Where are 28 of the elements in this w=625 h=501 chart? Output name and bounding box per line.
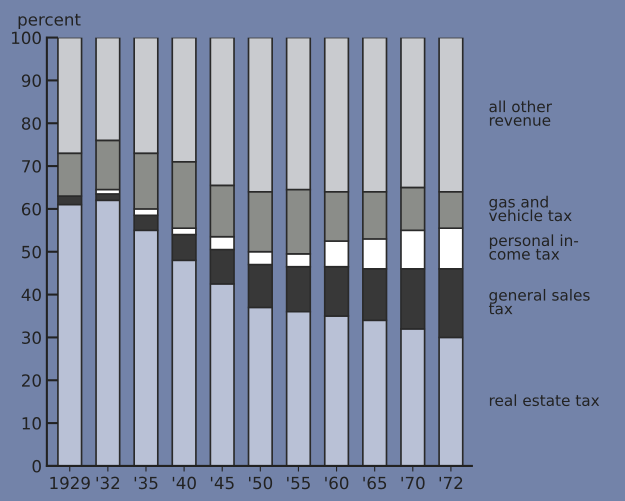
y-tick-label: 40 (22, 288, 41, 302)
y-tick-label: 10 (22, 417, 41, 430)
x-tick-label: '72 (440, 476, 462, 490)
series-label: real estate tax (490, 394, 600, 406)
y-axis-title: percent (18, 14, 81, 30)
y-tick-label: 20 (22, 374, 41, 387)
x-tick-label: '65 (363, 476, 386, 490)
x-tick-label: '60 (325, 476, 348, 490)
x-tick-label: '40 (172, 476, 196, 490)
series-label: all other revenue (489, 100, 552, 126)
y-tick-label: 70 (22, 160, 41, 173)
series-label: personal in- come tax (489, 234, 578, 260)
y-tick-label: 30 (22, 331, 41, 344)
x-tick-label: '45 (210, 476, 234, 490)
series-label: gas and vehicle tax (489, 196, 572, 222)
y-tick-label: 80 (22, 117, 41, 130)
y-tick-label: 90 (22, 74, 41, 87)
x-tick-label: '55 (287, 476, 310, 490)
x-tick-label: '35 (134, 476, 158, 490)
x-tick-label: '70 (402, 476, 425, 490)
y-tick-label: 60 (22, 202, 41, 216)
x-tick-label: '32 (96, 476, 120, 490)
y-tick-label: 100 (12, 32, 41, 44)
y-tick-label: 0 (32, 460, 41, 472)
y-tick-label: 50 (22, 246, 41, 258)
x-tick-label: '50 (249, 476, 272, 490)
x-tick-label: 1929 (50, 476, 90, 490)
series-label: general sales tax (488, 288, 590, 314)
